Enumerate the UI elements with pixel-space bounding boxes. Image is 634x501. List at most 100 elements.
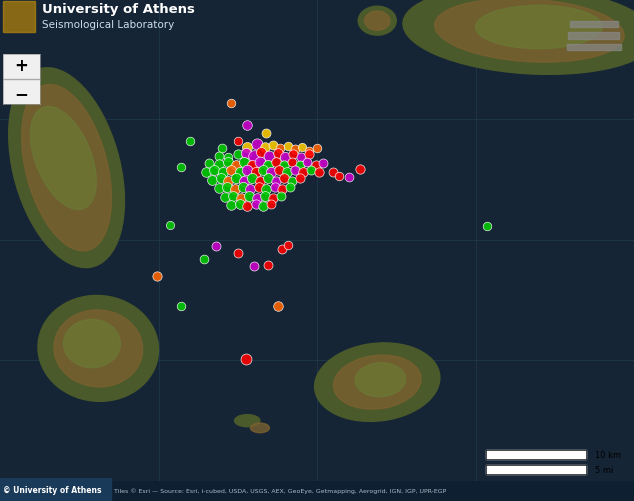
Ellipse shape <box>63 320 120 368</box>
Point <box>283 241 294 249</box>
Point <box>230 186 240 194</box>
Point <box>252 140 262 148</box>
Point <box>283 143 294 151</box>
Text: University of Athens: University of Athens <box>42 4 195 17</box>
Point <box>298 169 308 177</box>
Text: Tiles © Esri — Source: Esri, i-cubed, USDA, USGS, AEX, GeoEye, Getmapping, Aerog: Tiles © Esri — Source: Esri, i-cubed, US… <box>114 487 446 492</box>
Point <box>226 167 236 175</box>
Text: −: − <box>15 85 29 103</box>
Point <box>247 175 257 183</box>
Ellipse shape <box>22 85 112 252</box>
Point <box>266 169 276 177</box>
Point <box>242 144 252 152</box>
Text: 10 km: 10 km <box>595 450 621 459</box>
Point <box>302 158 313 166</box>
Point <box>312 145 322 153</box>
Point <box>223 177 233 185</box>
Point <box>210 242 221 250</box>
Point <box>261 186 271 194</box>
Point <box>334 173 344 181</box>
Point <box>482 223 492 231</box>
Point <box>355 165 365 173</box>
Point <box>222 183 232 191</box>
Point <box>233 151 243 159</box>
Point <box>288 151 298 159</box>
Bar <box>4 2 35 33</box>
Ellipse shape <box>355 363 406 397</box>
Point <box>261 130 271 138</box>
Point <box>344 174 354 182</box>
Ellipse shape <box>358 7 396 36</box>
Point <box>231 175 242 183</box>
Point <box>290 167 300 175</box>
Point <box>176 303 186 311</box>
Point <box>207 176 217 184</box>
Point <box>287 158 297 166</box>
Point <box>277 245 287 253</box>
Point <box>152 273 162 281</box>
Point <box>260 144 270 152</box>
Text: Seismological Laboratory: Seismological Laboratory <box>42 20 174 30</box>
Point <box>264 152 275 160</box>
Point <box>244 192 254 200</box>
Point <box>255 158 265 166</box>
Text: +: + <box>15 57 29 75</box>
Point <box>226 202 236 210</box>
Text: 5 mi: 5 mi <box>595 465 613 474</box>
Point <box>275 145 285 153</box>
Point <box>258 203 268 211</box>
Point <box>279 162 289 170</box>
Point <box>214 184 224 192</box>
Point <box>266 200 276 208</box>
Point <box>242 122 252 130</box>
Point <box>233 138 243 146</box>
Point <box>280 154 290 162</box>
Ellipse shape <box>30 107 96 210</box>
Point <box>277 186 287 194</box>
Point <box>256 149 266 157</box>
Point <box>271 177 281 185</box>
Point <box>214 152 224 160</box>
Point <box>242 203 252 211</box>
Point <box>239 177 249 185</box>
Point <box>199 256 209 264</box>
Point <box>238 183 248 191</box>
Point <box>262 262 273 270</box>
Point <box>236 194 246 202</box>
Point <box>258 167 268 175</box>
Point <box>245 186 256 194</box>
Point <box>176 163 186 171</box>
Point <box>296 154 306 162</box>
Ellipse shape <box>314 343 440 421</box>
Point <box>255 177 265 185</box>
Point <box>295 162 305 170</box>
Point <box>239 158 249 166</box>
Point <box>306 167 316 175</box>
Point <box>282 169 292 177</box>
Point <box>287 177 297 185</box>
Point <box>295 175 305 183</box>
Point <box>214 160 224 168</box>
Point <box>231 162 242 170</box>
Point <box>242 167 252 175</box>
Point <box>254 183 264 191</box>
Point <box>204 159 214 167</box>
Point <box>218 169 228 177</box>
Point <box>250 169 261 177</box>
Point <box>314 169 324 177</box>
Point <box>260 192 270 200</box>
Ellipse shape <box>333 355 421 409</box>
Point <box>304 151 314 159</box>
Point <box>285 183 295 191</box>
Point <box>268 141 278 149</box>
Point <box>223 158 233 166</box>
Point <box>249 263 259 271</box>
Ellipse shape <box>403 0 634 75</box>
Point <box>185 138 195 146</box>
Text: © University of Athens: © University of Athens <box>3 485 101 494</box>
Ellipse shape <box>9 69 124 268</box>
Ellipse shape <box>38 296 158 401</box>
Ellipse shape <box>250 423 269 433</box>
Ellipse shape <box>54 310 143 387</box>
Point <box>318 159 328 167</box>
